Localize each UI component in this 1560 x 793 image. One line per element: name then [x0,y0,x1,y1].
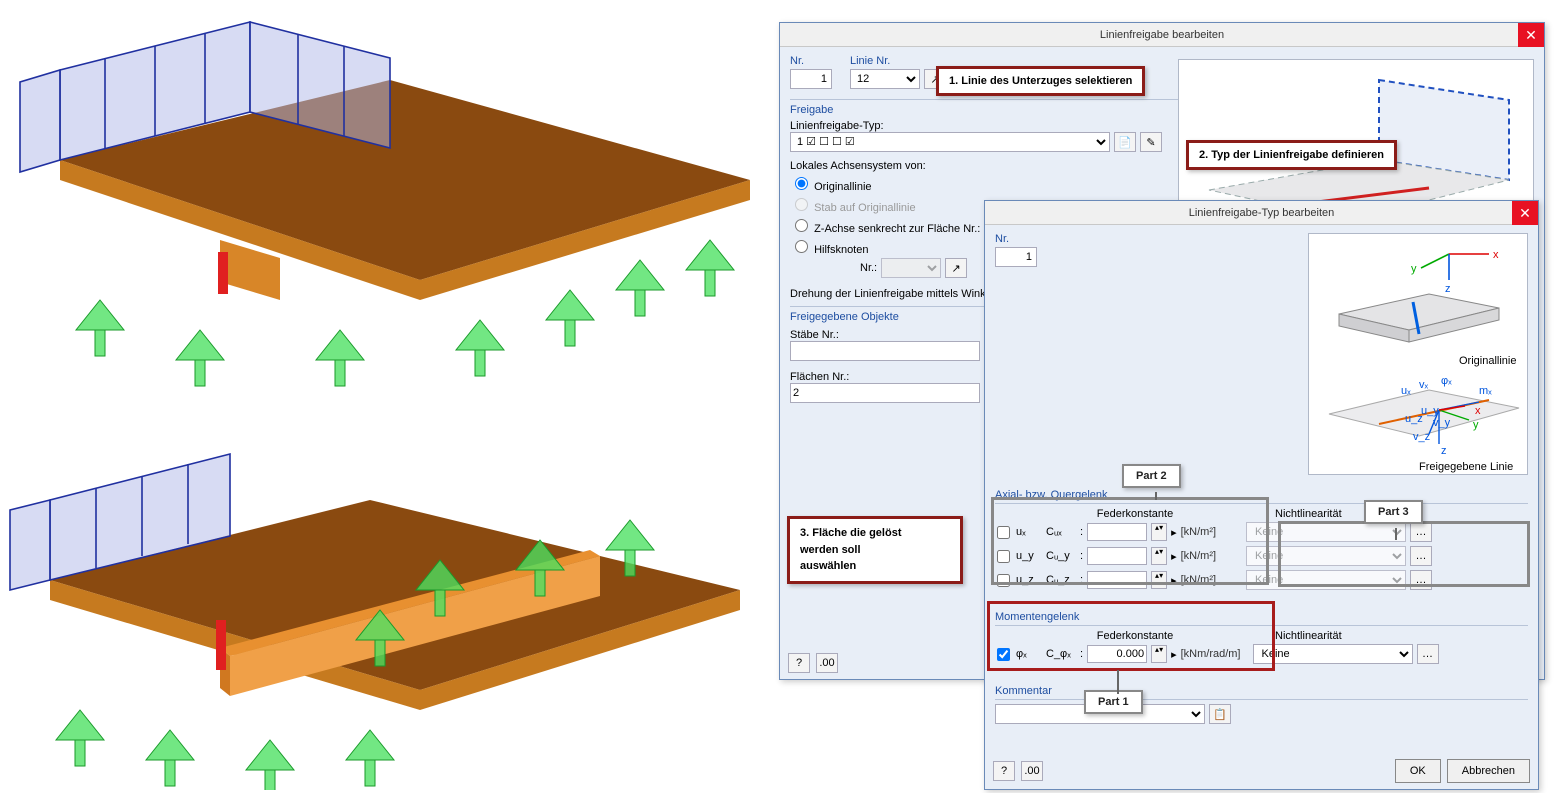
label-part2: Part 2 [1122,464,1181,488]
new-type-icon[interactable]: 📄 [1114,132,1136,152]
label-part3: Part 3 [1364,500,1423,524]
dlg2-preview: x y z Originallinie [1308,233,1528,475]
highlight-part2 [991,497,1269,585]
kommentar-label: Kommentar [995,685,1528,700]
svg-text:x: x [1475,405,1481,417]
svg-text:vₓ: vₓ [1419,379,1429,391]
model-svg [0,0,770,790]
cancel-button[interactable]: Abbrechen [1447,759,1530,783]
svg-text:y: y [1473,419,1479,431]
svg-text:x: x [1493,249,1499,261]
units-icon[interactable]: .00 [816,653,838,673]
close-icon[interactable]: ✕ [1518,23,1544,47]
svg-text:v_y: v_y [1433,417,1451,429]
help-icon[interactable]: ? [788,653,810,673]
callout-1: 1. Linie des Unterzuges selektieren [936,66,1145,96]
close-icon[interactable]: ✕ [1512,201,1538,225]
nr-sub-combo [881,258,941,278]
svg-text:mₓ: mₓ [1479,385,1492,397]
staebe-input[interactable] [790,341,980,361]
svg-text:φₓ: φₓ [1441,375,1452,387]
units-icon[interactable]: .00 [1021,761,1043,781]
edit-type-icon[interactable]: ✎ [1140,132,1162,152]
svg-text:Freigegebene Linie: Freigegebene Linie [1419,461,1513,473]
nl-label-2: Nichtlinearität [1275,630,1528,642]
nr-input[interactable] [790,69,832,89]
svg-text:Originallinie: Originallinie [1459,355,1516,367]
flaechen-input[interactable] [790,383,980,403]
svg-text:u_y: u_y [1421,405,1439,417]
linie-nr-label: Linie Nr. [850,55,946,67]
svg-text:z: z [1441,445,1447,457]
freigabe-typ-combo[interactable]: 1 ☑ ☐ ☐ ☑ [790,132,1110,152]
pick-node-icon[interactable]: ↗ [945,258,967,278]
svg-text:y: y [1411,263,1417,275]
dlg1-titlebar: Linienfreigabe bearbeiten ✕ [780,23,1544,47]
svg-text:v_z: v_z [1413,431,1430,443]
dlg1-title: Linienfreigabe bearbeiten [1100,29,1224,41]
linie-nr-combo[interactable]: 12 [850,69,920,89]
label-part1: Part 1 [1084,690,1143,714]
nl-phix[interactable]: Keine [1253,644,1413,664]
callout-2: 2. Typ der Linienfreigabe definieren [1186,140,1397,170]
nr-label: Nr. [790,55,832,67]
dlg2-titlebar: Linienfreigabe-Typ bearbeiten ✕ [985,201,1538,225]
highlight-part3 [1278,521,1530,587]
svg-text:uₓ: uₓ [1401,385,1411,397]
model-3d-views [0,0,770,790]
nl-edit-icon[interactable]: … [1417,644,1439,664]
callout-3: 3. Fläche die gelöstwerden sollauswählen [787,516,963,584]
help-icon[interactable]: ? [993,761,1015,781]
highlight-part1 [987,601,1275,671]
ok-button[interactable]: OK [1395,759,1441,783]
nr-sub-label: Nr.: [860,262,877,274]
nr2-input[interactable] [995,247,1037,267]
kommentar-lib-icon[interactable]: 📋 [1209,704,1231,724]
dlg2-title: Linienfreigabe-Typ bearbeiten [1189,207,1335,219]
svg-text:z: z [1445,283,1451,295]
dialog-linienfreigabe-typ: Linienfreigabe-Typ bearbeiten ✕ Nr. x y … [984,200,1539,790]
